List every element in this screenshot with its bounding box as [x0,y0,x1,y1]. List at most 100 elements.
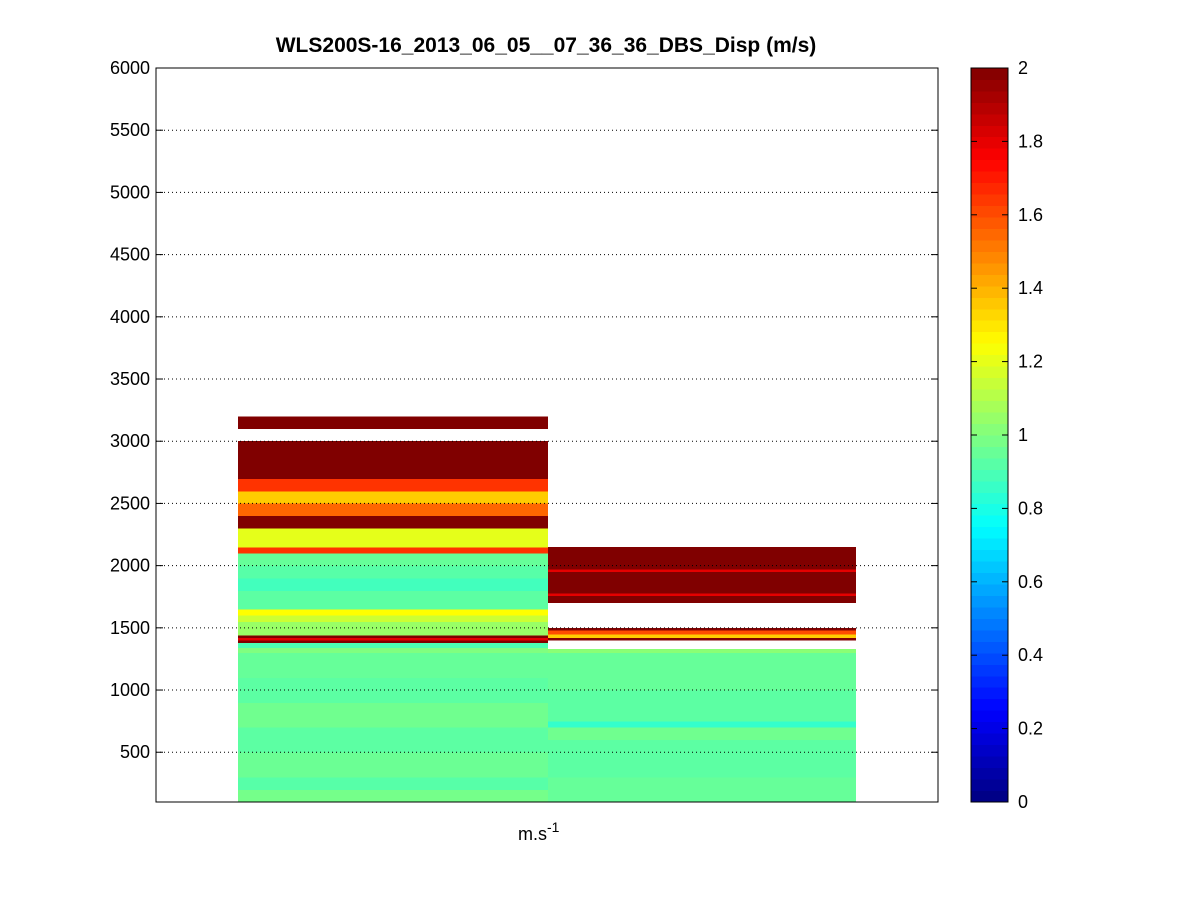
heatmap-cell [548,595,856,604]
colorbar-swatch [971,171,1008,184]
colorbar-swatch [971,503,1008,516]
colorbar-swatch [971,113,1008,126]
colorbar-swatch [971,480,1008,493]
x-axis-label-exponent: -1 [547,819,560,835]
colorbar-swatch [971,744,1008,757]
colorbar-swatch [971,492,1008,505]
colorbar-swatch [971,79,1008,92]
heatmap-cell [238,416,548,430]
colorbar-swatch [971,285,1008,298]
y-tick-label: 6000 [110,58,150,78]
colorbar: 0 0.2 0.4 0.6 0.8 1 1.2 1.4 1.6 1.8 2 [970,58,1043,812]
colorbar-swatch [971,366,1008,379]
heatmap-cell [238,578,548,591]
colorbar-swatch [971,400,1008,413]
heatmap-cell [548,630,856,635]
colorbar-swatch [971,595,1008,608]
colorbar-swatch [971,652,1008,665]
colorbar-swatch [971,262,1008,275]
y-tick-label: 4000 [110,307,150,327]
colorbar-swatch [971,274,1008,287]
colorbar-swatch [971,457,1008,470]
colorbar-swatch [971,377,1008,390]
heatmap-cell [238,635,548,639]
heatmap-cell [548,634,856,639]
colorbar-swatch [971,90,1008,103]
colorbar-swatch [971,687,1008,700]
y-tick-label: 2500 [110,493,150,513]
plot-frame [155,67,939,803]
colorbar-swatch [971,526,1008,539]
heatmap-cell [548,739,856,778]
colorbar-tick-label: 0.6 [1018,572,1043,592]
heatmap-cell [238,490,548,504]
colorbar-swatch [971,102,1008,115]
y-tick-label: 2000 [110,556,150,576]
colorbar-swatch [971,779,1008,791]
heatmap-cell [548,690,856,722]
heatmap-cell [548,546,856,570]
colorbar-swatch [971,320,1008,333]
heatmap-cell [238,777,548,790]
colorbar-tick-label: 0.4 [1018,645,1043,665]
heatmap-cell [238,609,548,616]
heatmap-cell [238,702,548,728]
plot-area: 500 1000 1500 2000 2500 3000 3500 4000 4500 5000 5… [110,58,939,803]
heatmap-cell [238,546,548,554]
colorbar-swatch [971,561,1008,574]
colorbar-swatch [971,733,1008,746]
colorbar-swatch [971,515,1008,528]
heatmap-cell [238,727,548,753]
heatmap-cell [548,777,856,803]
colorbar-tick-label: 0.2 [1018,719,1043,739]
colorbar-swatch [971,435,1008,447]
colorbar-swatch [971,251,1008,264]
heatmap-cell [238,528,548,548]
colorbar-swatch [971,182,1008,195]
heatmap-cell [238,640,548,644]
x-axis-label-base: m.s [518,824,547,844]
colorbar-swatch [971,710,1008,723]
heatmap-cell [238,637,548,641]
colorbar-swatch [971,389,1008,401]
colorbar-swatch [971,538,1008,551]
y-tick-label: 3500 [110,369,150,389]
colorbar-swatch [971,159,1008,172]
colorbar-tick-label: 2 [1018,58,1028,78]
y-tick-label: 1000 [110,680,150,700]
chart-title: WLS200S-16_2013_06_05__07_36_36_DBS_Disp… [276,34,817,57]
heatmap-cell [238,590,548,610]
y-tick-label: 5500 [110,120,150,140]
colorbar-swatch [971,125,1008,138]
heatmap-cell [238,515,548,529]
colorbar-swatch [971,664,1008,677]
colorbar-swatch [971,572,1008,585]
colorbar-swatch [971,675,1008,688]
heatmap-cell [548,727,856,741]
y-tick-label: 500 [120,742,150,762]
heatmap-cell [238,647,548,654]
colorbar-swatch [971,297,1008,310]
colorbar-swatch [971,205,1008,218]
colorbar-swatch [971,343,1008,356]
colorbar-tick-label: 0.8 [1018,498,1043,518]
y-tick-label: 3000 [110,431,150,451]
colorbar-swatch [971,721,1008,734]
colorbar-swatch [971,584,1008,596]
colorbar-swatch [971,618,1008,631]
colorbar-tick-label: 1.8 [1018,131,1043,151]
colorbar-gradient [971,68,1008,803]
colorbar-swatch [971,423,1008,436]
colorbar-tick-label: 1.2 [1018,352,1043,372]
x-axis-label: m.s-1 [518,819,560,844]
heatmap-cell [548,721,856,728]
colorbar-swatch [971,217,1008,229]
y-ticks: 500 1000 1500 2000 2500 3000 3500 4000 4500 5000 5… [110,58,938,762]
heatmap-cell [238,642,548,649]
heatmap-cell [548,593,856,596]
heatmap-cell [238,553,548,566]
heatmap-cell [238,478,548,492]
heatmap-cell [548,627,856,631]
heatmap-cell [548,569,856,573]
